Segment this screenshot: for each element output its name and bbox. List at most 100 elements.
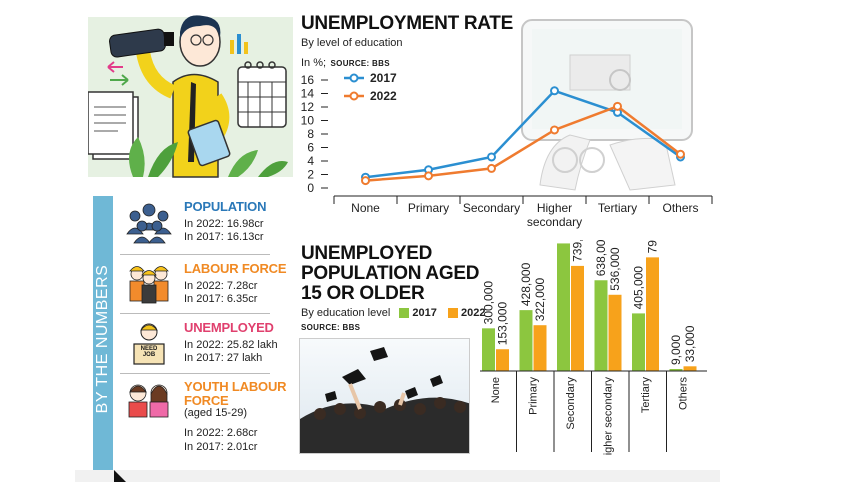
data-label-2022-tertiary: 799,000 xyxy=(646,240,660,253)
stat-line: In 2017: 2.01cr xyxy=(184,440,258,453)
line-chart-unit-source: In %; SOURCE: BBS xyxy=(301,53,390,71)
data-label-2017-higher-secondary: 638,000 xyxy=(594,240,608,276)
stat-title-line2: FORCE xyxy=(184,392,229,408)
stat-line: In 2017: 16.13cr xyxy=(184,231,264,244)
x-tick-label: Tertiary xyxy=(598,201,637,215)
legend-swatch-2017 xyxy=(399,308,410,319)
unemployed-icon: NEED JOB xyxy=(128,322,170,368)
category-label-others: Others xyxy=(678,377,690,411)
x-tick-label: Higher xyxy=(537,201,572,215)
telescope-man-illustration xyxy=(87,12,293,184)
stat-labour-force: LABOUR FORCE In 2022: 7.28cr In 2017: 6.… xyxy=(184,262,294,307)
need-job-sign: NEED JOB xyxy=(140,346,158,358)
bar-chart-source: SOURCE: BBS xyxy=(301,323,361,332)
data-point-2022-primary xyxy=(424,171,433,181)
side-panel-bar xyxy=(93,196,113,482)
stat-note: (aged 15-29) xyxy=(184,407,247,420)
youth-labour-icon xyxy=(124,382,174,418)
bar-chart-title-line3: 15 OR OLDER xyxy=(301,283,425,304)
legend-label-2017: 2017 xyxy=(370,71,397,85)
y-tick-label: 0 xyxy=(307,181,314,195)
legend-label-2022: 2022 xyxy=(370,89,397,103)
y-tick-label: 14 xyxy=(301,87,315,101)
bar-chart-subtitle: By education level xyxy=(301,307,391,319)
data-label-2017-primary: 428,000 xyxy=(519,262,533,306)
bar-2022-primary xyxy=(533,325,547,371)
stat-title: POPULATION xyxy=(184,199,267,214)
data-point-2022-tertiary xyxy=(613,101,622,111)
bar-chart-title: UNEMPLOYED POPULATION AGED 15 OR OLDER xyxy=(301,244,479,304)
data-label-2017-none: 300,000 xyxy=(482,281,496,325)
bar-2022-higher-secondary xyxy=(608,294,622,371)
data-label-2022-others: 33,000 xyxy=(683,325,697,362)
bar-2017-others xyxy=(669,369,683,371)
y-tick-label: 4 xyxy=(307,154,314,168)
bar-chart-title-line1: UNEMPLOYED xyxy=(301,243,433,264)
data-point-2022-none xyxy=(361,176,370,186)
data-label-2017-others: 9,000 xyxy=(669,335,683,365)
divider xyxy=(120,313,270,314)
x-tick-label: Primary xyxy=(408,201,449,215)
bar-2017-secondary xyxy=(557,243,570,371)
bar-2022-secondary xyxy=(571,265,584,371)
y-tick-label: 8 xyxy=(307,127,314,141)
x-tick-label: secondary xyxy=(527,215,582,229)
side-panel-label-wrap: BY THE NUMBERS xyxy=(93,196,113,482)
graduation-photo xyxy=(299,338,470,454)
y-tick-label: 2 xyxy=(307,168,314,182)
category-label-tertiary: Tertiary xyxy=(640,377,652,414)
series-line-2017 xyxy=(365,89,682,179)
population-icon xyxy=(124,200,174,244)
data-point-2022-secondary xyxy=(487,163,496,173)
category-label-higher-secondary: Higher secondary xyxy=(603,377,615,456)
divider xyxy=(120,373,270,374)
stat-line: In 2017: 27 lakh xyxy=(184,352,263,365)
line-chart-source: SOURCE: BBS xyxy=(330,59,390,68)
x-tick-label: None xyxy=(351,201,380,215)
unit-prefix: In %; xyxy=(301,57,327,69)
bar-2022-others xyxy=(683,366,697,371)
y-tick-label: 16 xyxy=(301,73,315,87)
bar-2022-tertiary xyxy=(646,257,659,371)
data-point-2022-higher-secondary xyxy=(550,125,559,135)
bottom-corner-mark xyxy=(114,470,126,482)
bar-2017-none xyxy=(482,328,495,371)
bar-2017-tertiary xyxy=(632,313,645,371)
stat-title: LABOUR FORCE xyxy=(184,261,287,276)
line-chart-title: UNEMPLOYMENT RATE xyxy=(301,13,513,34)
data-label-2022-secondary: 739,000 xyxy=(571,240,585,262)
bar-chart-legend-row: By education level 2017 2022 xyxy=(301,307,486,320)
x-tick-label: Others xyxy=(662,201,698,215)
stat-title: YOUTH LABOUR xyxy=(184,379,287,394)
category-label-secondary: Secondary xyxy=(565,377,577,430)
bar-2022-none xyxy=(496,349,509,371)
y-tick-label: 6 xyxy=(307,141,314,155)
bar-2017-primary xyxy=(519,310,533,371)
divider xyxy=(120,254,270,255)
legend-marker-2017 xyxy=(349,73,359,83)
data-point-2017-higher-secondary xyxy=(550,86,559,96)
side-panel-label: BY THE NUMBERS xyxy=(94,264,111,414)
x-tick-label: Secondary xyxy=(463,201,520,215)
line-chart-subtitle: By level of education xyxy=(301,37,403,49)
labour-force-icon xyxy=(124,262,174,304)
data-label-2022-primary: 322,000 xyxy=(533,278,547,322)
bar-chart: 300,000153,000None428,000322,000Primary8… xyxy=(480,240,707,456)
legend-label-2022: 2022 xyxy=(461,307,486,319)
data-point-2017-secondary xyxy=(487,152,496,162)
bar-chart-title-line2: POPULATION AGED xyxy=(301,263,480,284)
tablet-illustration xyxy=(500,15,700,195)
stat-line: In 2022: 2.68cr xyxy=(184,427,258,440)
stat-unemployed: UNEMPLOYED In 2022: 25.82 lakh In 2017: … xyxy=(184,321,294,366)
legend-marker-2022 xyxy=(349,91,359,101)
bar-2017-higher-secondary xyxy=(594,280,608,371)
legend-label-2017: 2017 xyxy=(412,307,437,319)
data-label-2022-higher-secondary: 536,000 xyxy=(608,247,622,291)
stat-population: POPULATION In 2022: 16.98cr In 2017: 16.… xyxy=(184,200,294,245)
stat-line: In 2022: 16.98cr xyxy=(184,217,264,230)
stat-line: In 2022: 25.82 lakh xyxy=(184,338,278,351)
category-label-primary: Primary xyxy=(528,377,540,415)
y-tick-label: 12 xyxy=(301,100,315,114)
bottom-strip xyxy=(75,470,720,482)
